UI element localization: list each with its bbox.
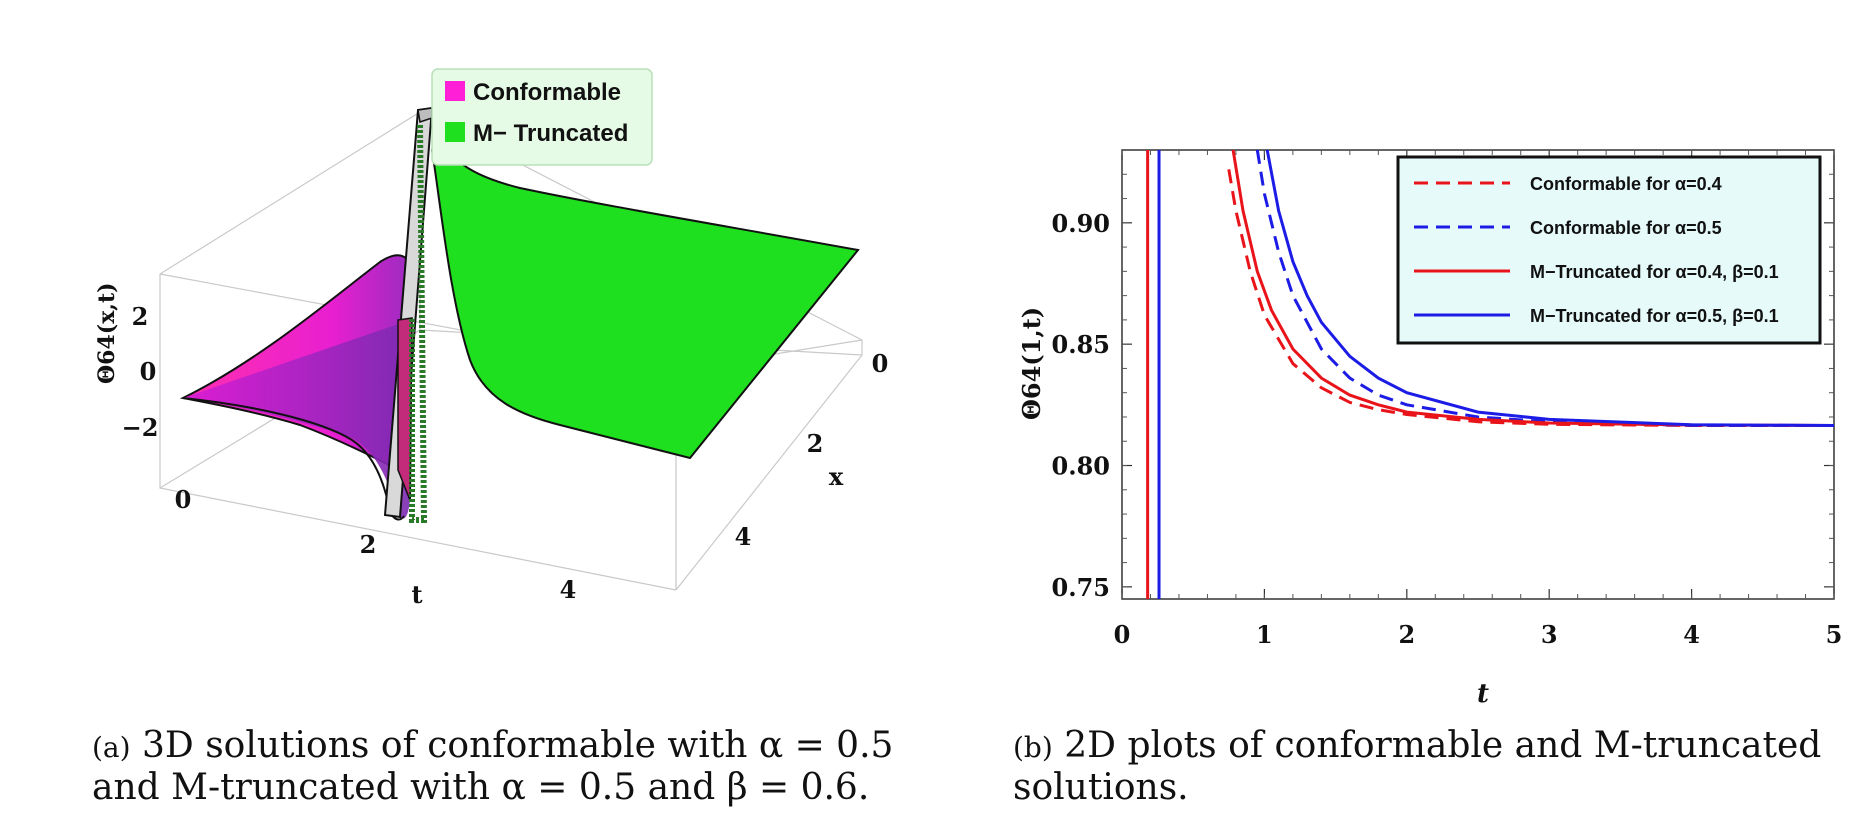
x-tick-label: 3 — [1541, 620, 1558, 649]
y-tick-label: 0.90 — [1052, 209, 1110, 238]
panel-a-3d-surface: Θ64(x,t) 2 0 −2 0 2 4 t 0 2 4 x Conforma… — [94, 68, 889, 609]
x-tick-label: 4 — [1683, 620, 1700, 649]
panel-a-t-tick: 4 — [560, 575, 577, 604]
panel-b-legend: Conformable for α=0.4 Conformable for α=0… — [1396, 155, 1822, 345]
panel-b-y-axis-label: Θ64(1,t) — [1017, 307, 1046, 420]
panel-a-legend: Conformable M− Truncated — [431, 68, 653, 166]
series-line-2 — [1231, 149, 1835, 427]
caption-panel-a: (a) 3D solutions of conformable with α =… — [92, 726, 952, 808]
series-line-3 — [1265, 149, 1835, 427]
caption-panel-b: (b) 2D plots of conformable and M-trunca… — [1013, 726, 1870, 808]
x-tick-label: 5 — [1826, 620, 1843, 649]
panel-b-series — [1146, 149, 1835, 599]
panel-a-z-tick: 2 — [132, 302, 149, 331]
panel-a-t-axis-label: t — [411, 580, 422, 609]
caption-tag-b: (b) — [1013, 731, 1053, 764]
panel-b-tick-labels: 0 1 2 3 4 5 0.75 0.80 0.85 0.90 — [1052, 209, 1843, 649]
surface-conformable-edge — [182, 397, 405, 521]
legend-label-0: Conformable for α=0.4 — [1530, 174, 1722, 194]
x-tick-label: 1 — [1256, 620, 1273, 649]
legend-label-m-truncated: M− Truncated — [473, 120, 628, 147]
legend-label-2: M−Truncated for α=0.4, β=0.1 — [1530, 262, 1779, 282]
surface-conformable-dip — [183, 320, 410, 519]
panel-b-x-axis-label: t — [1477, 679, 1489, 709]
panel-a-x-tick: 2 — [807, 429, 824, 458]
panel-a-t-tick: 0 — [175, 485, 192, 514]
surface-m-truncated-jagged-edge — [409, 124, 428, 523]
caption-text-b: 2D plots of conformable and M-truncated … — [1013, 725, 1822, 808]
series-line-0 — [1227, 169, 1834, 427]
panel-a-t-tick: 2 — [360, 530, 377, 559]
legend-label-3: M−Truncated for α=0.5, β=0.1 — [1530, 306, 1779, 326]
caption-text-a: 3D solutions of conformable with α = 0.5… — [92, 725, 894, 808]
panel-a-x-axis-label: x — [829, 462, 844, 491]
caption-tag-a: (a) — [92, 731, 131, 764]
legend-swatch-m-truncated — [445, 122, 465, 142]
y-tick-label: 0.85 — [1052, 330, 1110, 359]
panel-a-x-tick: 0 — [872, 349, 889, 378]
x-tick-label: 2 — [1398, 620, 1415, 649]
panel-b-line-chart: 0 1 2 3 4 5 0.75 0.80 0.85 0.90 t Θ64(1,t) Confor… — [1017, 149, 1843, 709]
series-line-1 — [1255, 149, 1834, 427]
x-tick-label: 0 — [1114, 620, 1131, 649]
legend-label-1: Conformable for α=0.5 — [1530, 218, 1722, 238]
panel-a-z-tick: 0 — [140, 357, 157, 386]
panel-a-z-axis-label: Θ64(x,t) — [94, 282, 120, 384]
y-tick-label: 0.80 — [1052, 452, 1110, 481]
legend-swatch-conformable — [445, 81, 465, 101]
y-tick-label: 0.75 — [1052, 573, 1110, 602]
legend-label-conformable: Conformable — [473, 79, 621, 106]
surface-m-truncated — [430, 138, 860, 460]
panel-a-z-tick: −2 — [122, 413, 159, 442]
panel-a-x-tick: 4 — [735, 522, 752, 551]
